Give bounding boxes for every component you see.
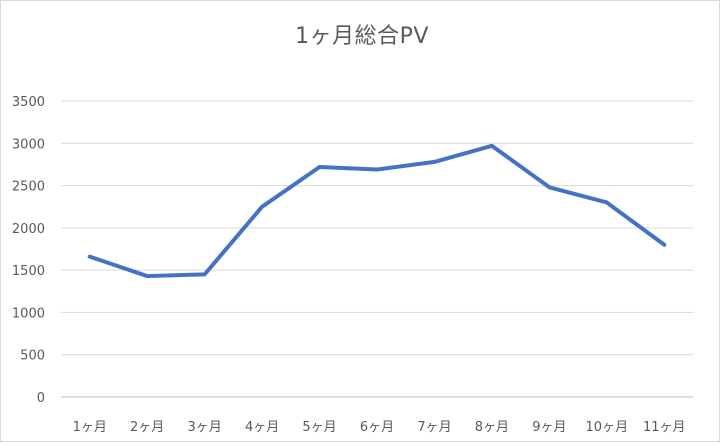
y-tick-label: 1000 [12, 306, 45, 321]
y-tick-label: 3500 [12, 95, 45, 110]
series-line [90, 146, 665, 276]
x-tick-label: 6ヶ月 [360, 420, 394, 435]
y-tick-label: 0 [37, 391, 45, 406]
x-tick-label: 3ヶ月 [187, 420, 221, 435]
x-tick-label: 8ヶ月 [475, 420, 509, 435]
x-tick-label: 5ヶ月 [302, 420, 336, 435]
x-tick-label: 4ヶ月 [245, 420, 279, 435]
y-tick-label: 2000 [12, 222, 45, 237]
y-tick-label: 3000 [12, 137, 45, 152]
x-tick-label: 1ヶ月 [73, 420, 107, 435]
x-tick-label: 10ヶ月 [586, 420, 629, 435]
x-tick-label: 2ヶ月 [130, 420, 164, 435]
x-tick-label: 7ヶ月 [417, 420, 451, 435]
y-tick-label: 1500 [12, 264, 45, 279]
y-tick-label: 2500 [12, 180, 45, 195]
x-tick-label: 9ヶ月 [532, 420, 566, 435]
y-tick-label: 500 [20, 349, 45, 364]
x-tick-label: 11ヶ月 [643, 420, 686, 435]
